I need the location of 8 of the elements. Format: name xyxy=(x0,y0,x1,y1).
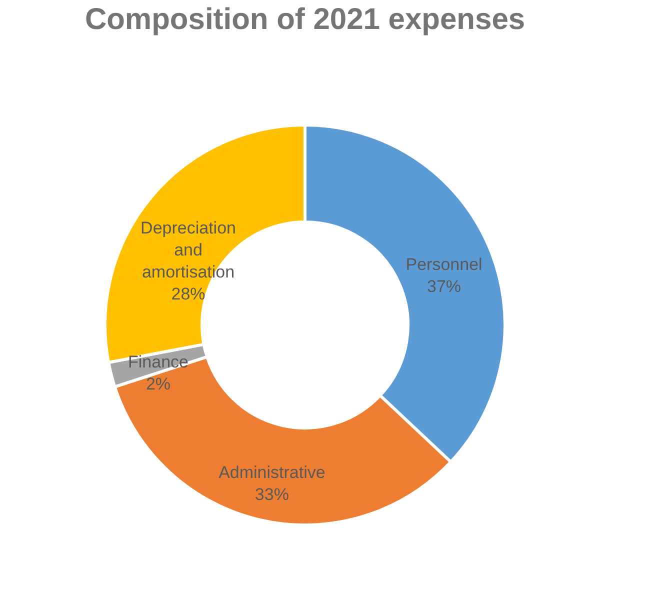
slice-label: Personnel xyxy=(406,254,482,274)
data-label: 37% xyxy=(427,276,462,296)
data-label: 28% xyxy=(171,284,206,304)
data-label: 2% xyxy=(146,374,171,394)
chart-title: Composition of 2021 expenses xyxy=(84,3,526,36)
slice-label: Finance xyxy=(128,352,188,372)
data-label: 33% xyxy=(254,484,289,504)
slice-label: Administrative xyxy=(218,462,326,482)
